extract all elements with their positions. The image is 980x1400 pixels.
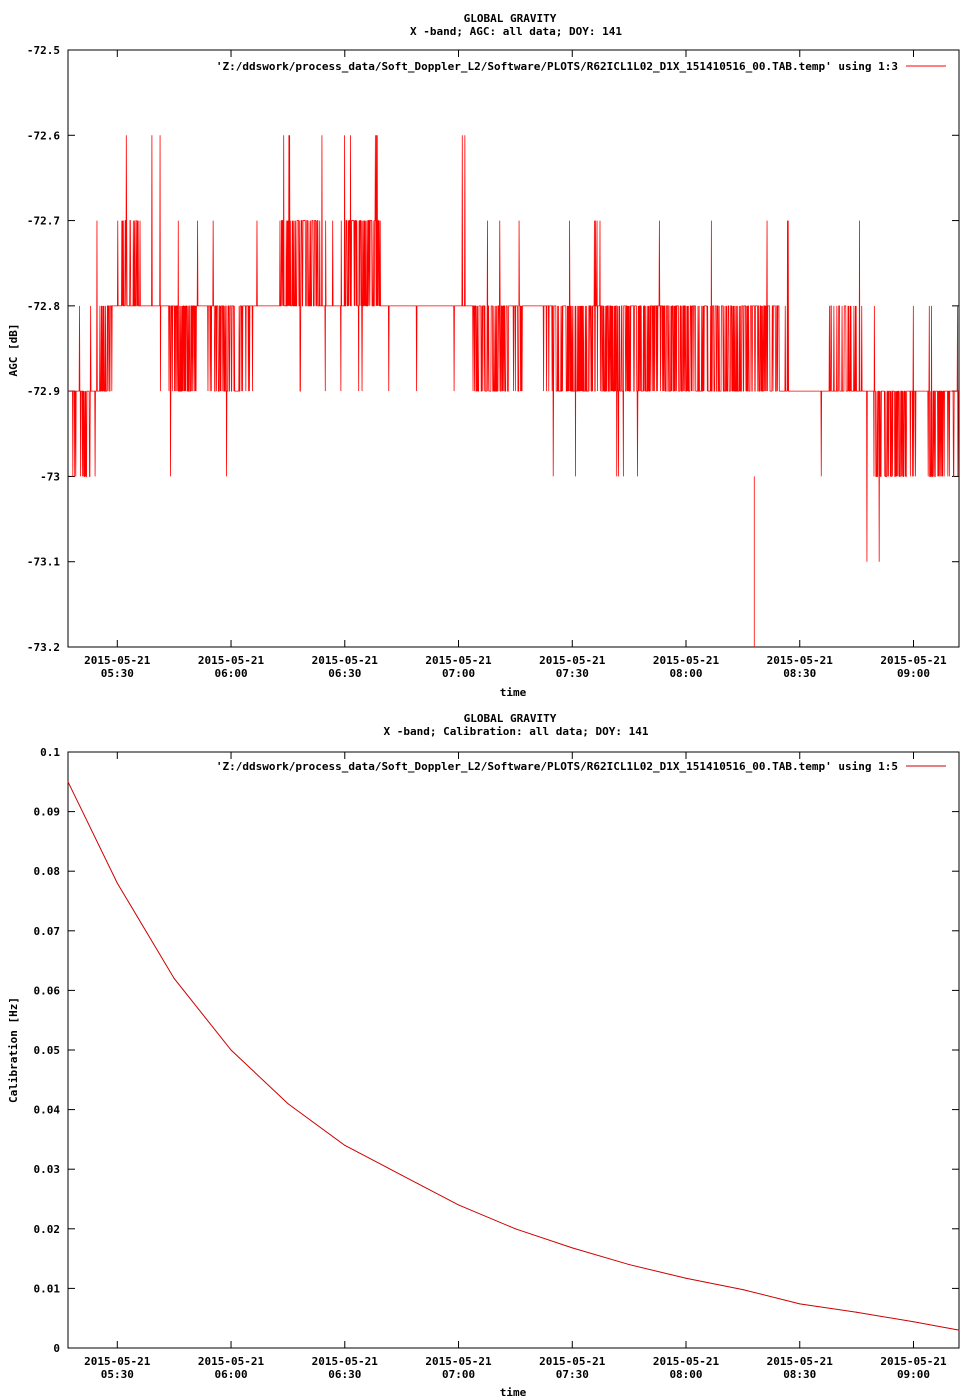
- y-tick-label: -72.6: [27, 129, 60, 142]
- agc-chart-title: GLOBAL GRAVITY: [464, 12, 557, 25]
- x-tick-time-label: 08:30: [783, 1368, 816, 1381]
- x-tick-time-label: 07:30: [556, 667, 589, 680]
- x-tick-date-label: 2015-05-21: [653, 1355, 720, 1368]
- x-tick-date-label: 2015-05-21: [425, 654, 492, 667]
- x-tick-time-label: 07:00: [442, 667, 475, 680]
- agc-series: [68, 135, 959, 647]
- calibration-legend-label: 'Z:/ddswork/process_data/Soft_Doppler_L2…: [216, 760, 898, 773]
- x-tick-date-label: 2015-05-21: [880, 1355, 947, 1368]
- x-tick-date-label: 2015-05-21: [312, 1355, 379, 1368]
- calibration-series: [67, 781, 960, 1331]
- calibration-x-axis-label: time: [500, 1386, 527, 1399]
- calibration-point: [401, 1174, 403, 1176]
- x-tick-date-label: 2015-05-21: [539, 1355, 606, 1368]
- calibration-chart-subtitle: X -band; Calibration: all data; DOY: 141: [384, 725, 649, 738]
- y-tick-label: -73: [40, 470, 60, 483]
- y-tick-label: -73.1: [27, 556, 60, 569]
- agc-series-line: [68, 135, 959, 647]
- x-tick-time-label: 08:00: [669, 667, 702, 680]
- x-tick-time-label: 07:00: [442, 1368, 475, 1381]
- y-tick-label: -73.2: [27, 641, 60, 654]
- x-tick-date-label: 2015-05-21: [312, 654, 379, 667]
- x-tick-time-label: 08:00: [669, 1368, 702, 1381]
- calibration-point: [458, 1204, 460, 1206]
- calibration-point: [685, 1277, 687, 1279]
- calibration-chart-title: GLOBAL GRAVITY: [464, 712, 557, 725]
- y-tick-label: -72.8: [27, 300, 60, 313]
- x-tick-date-label: 2015-05-21: [767, 654, 834, 667]
- y-tick-label: 0.07: [34, 925, 61, 938]
- calibration-y-axis-label: Calibration [Hz]: [7, 997, 20, 1103]
- x-tick-date-label: 2015-05-21: [425, 1355, 492, 1368]
- calibration-point: [799, 1303, 801, 1305]
- calibration-chart: GLOBAL GRAVITY X -band; Calibration: all…: [7, 712, 960, 1399]
- y-tick-label: -72.9: [27, 385, 60, 398]
- y-tick-label: 0.04: [34, 1104, 61, 1117]
- x-tick-time-label: 05:30: [101, 1368, 134, 1381]
- y-tick-label: -72.5: [27, 44, 60, 57]
- calibration-plot-frame: [67, 751, 960, 1349]
- calibration-point: [287, 1103, 289, 1105]
- x-tick-time-label: 07:30: [556, 1368, 589, 1381]
- x-tick-time-label: 08:30: [783, 667, 816, 680]
- calibration-point: [856, 1311, 858, 1313]
- calibration-point: [116, 882, 118, 884]
- calibration-point: [628, 1264, 630, 1266]
- x-tick-date-label: 2015-05-21: [880, 654, 947, 667]
- calibration-point: [173, 977, 175, 979]
- agc-y-axis-label: AGC [dB]: [7, 324, 20, 377]
- agc-plot-frame: [67, 49, 960, 648]
- x-tick-time-label: 06:00: [214, 1368, 247, 1381]
- x-tick-date-label: 2015-05-21: [198, 1355, 265, 1368]
- calibration-point: [514, 1228, 516, 1230]
- x-tick-date-label: 2015-05-21: [653, 654, 720, 667]
- x-tick-time-label: 06:30: [328, 1368, 361, 1381]
- calibration-point: [230, 1049, 232, 1051]
- agc-legend-label: 'Z:/ddswork/process_data/Soft_Doppler_L2…: [216, 60, 898, 73]
- y-tick-label: -72.7: [27, 215, 60, 228]
- x-tick-time-label: 06:30: [328, 667, 361, 680]
- y-tick-label: 0.02: [34, 1223, 61, 1236]
- x-tick-date-label: 2015-05-21: [539, 654, 606, 667]
- y-tick-label: 0.03: [34, 1163, 61, 1176]
- calibration-point: [913, 1321, 915, 1323]
- y-tick-label: 0.05: [34, 1044, 61, 1057]
- x-tick-time-label: 09:00: [897, 1368, 930, 1381]
- agc-x-axis-label: time: [500, 686, 527, 699]
- calibration-point: [67, 781, 69, 783]
- calibration-point: [742, 1289, 744, 1291]
- y-tick-label: 0.06: [34, 984, 61, 997]
- y-tick-label: 0.09: [34, 806, 61, 819]
- x-tick-date-label: 2015-05-21: [84, 1355, 151, 1368]
- y-tick-label: 0.01: [34, 1282, 61, 1295]
- calibration-series-line: [67, 781, 960, 1331]
- calibration-point: [571, 1247, 573, 1249]
- y-tick-label: 0.08: [34, 865, 61, 878]
- calibration-point: [344, 1144, 346, 1146]
- x-tick-time-label: 05:30: [101, 667, 134, 680]
- x-tick-date-label: 2015-05-21: [84, 654, 151, 667]
- y-tick-label: 0: [53, 1342, 60, 1355]
- x-tick-date-label: 2015-05-21: [198, 654, 265, 667]
- x-tick-date-label: 2015-05-21: [767, 1355, 834, 1368]
- agc-chart: GLOBAL GRAVITY X -band; AGC: all data; D…: [7, 12, 960, 699]
- x-tick-time-label: 06:00: [214, 667, 247, 680]
- agc-chart-subtitle: X -band; AGC: all data; DOY: 141: [410, 25, 622, 38]
- calibration-point: [958, 1329, 960, 1331]
- x-tick-time-label: 09:00: [897, 667, 930, 680]
- y-tick-label: 0.1: [40, 746, 60, 759]
